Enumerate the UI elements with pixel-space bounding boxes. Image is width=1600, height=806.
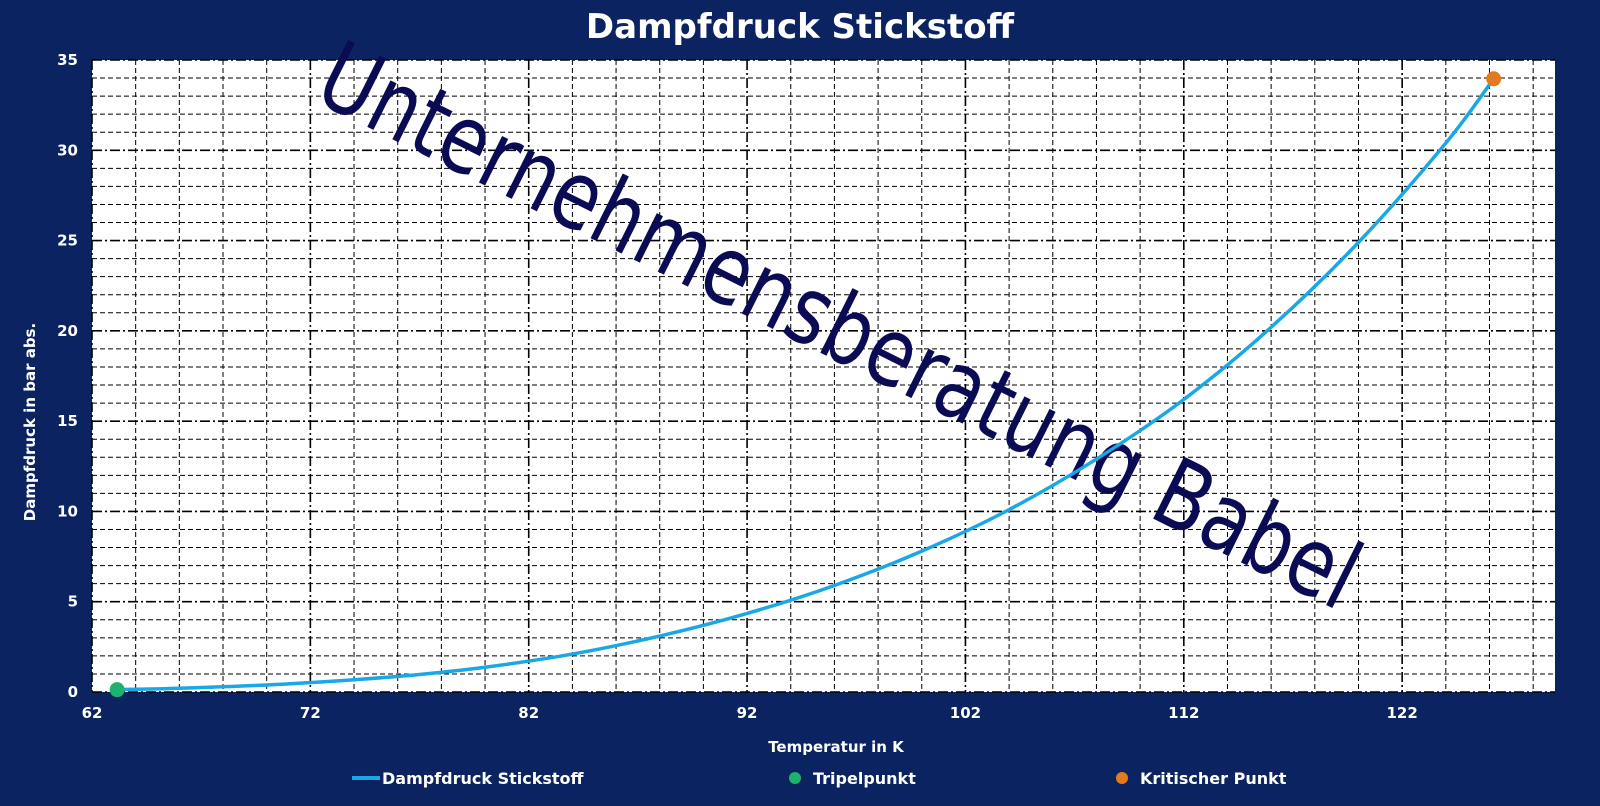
y-tick-label: 25 — [57, 232, 78, 250]
x-tick-label: 72 — [300, 704, 321, 722]
series — [109, 71, 1502, 698]
legend-label: Kritischer Punkt — [1140, 769, 1287, 788]
legend-label: Dampfdruck Stickstoff — [382, 769, 585, 788]
legend-swatch-marker — [789, 772, 801, 784]
legend-label: Tripelpunkt — [813, 769, 916, 788]
legend: Dampfdruck Stickstoff Tripelpunkt Kritisch… — [352, 769, 1287, 788]
y-tick-label: 5 — [68, 593, 78, 611]
point-tripelpunkt — [109, 682, 125, 698]
plot-area — [92, 60, 1555, 692]
ticks: 62 72 82 92 102 112 122 0 5 10 15 20 25 30 35 — [57, 51, 1418, 722]
y-tick-label: 35 — [57, 51, 78, 69]
y-tick-label: 30 — [57, 141, 78, 159]
x-tick-label: 82 — [518, 704, 539, 722]
y-axis-label: Dampfdruck in bar abs. — [21, 323, 39, 521]
x-tick-label: 102 — [950, 704, 981, 722]
grid — [91, 59, 1555, 693]
y-tick-label: 15 — [57, 412, 78, 430]
legend-swatch-marker — [1116, 772, 1128, 784]
y-tick-label: 10 — [57, 502, 78, 520]
x-tick-label: 62 — [82, 704, 103, 722]
series-line-dampfdruck — [117, 77, 1496, 692]
point-kritischer-punkt — [1486, 71, 1502, 87]
chart-title: Dampfdruck Stickstoff — [586, 7, 1015, 47]
x-tick-label: 112 — [1168, 704, 1199, 722]
x-axis-label: Temperatur in K — [768, 738, 905, 756]
x-tick-label: 122 — [1386, 704, 1417, 722]
y-tick-label: 0 — [68, 683, 78, 701]
y-tick-label: 20 — [57, 322, 78, 340]
x-tick-label: 92 — [737, 704, 758, 722]
